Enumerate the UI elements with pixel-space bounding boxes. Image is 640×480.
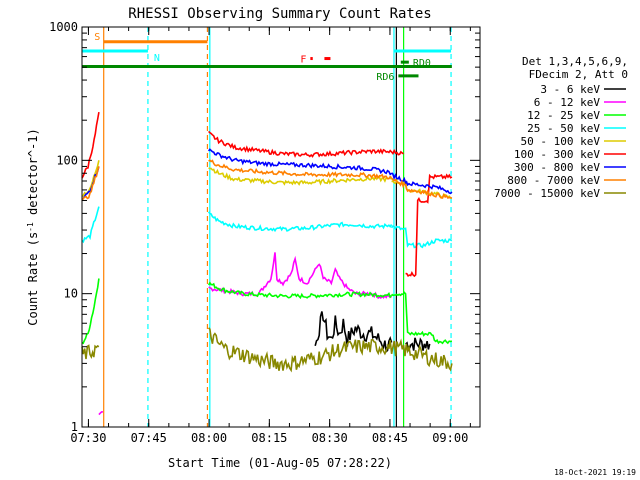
series-line-2-0	[81, 278, 100, 345]
series-line-2-2	[391, 291, 453, 345]
series-line-7-2	[390, 177, 453, 199]
plot-frame	[81, 26, 481, 428]
legend-label: 6 - 12 keV	[534, 96, 601, 109]
flag-label-rd6: RD6	[376, 72, 394, 83]
series-line-7-0	[81, 166, 100, 202]
x-tick-label: 07:45	[131, 431, 167, 445]
x-tick-label: 09:00	[432, 431, 468, 445]
legend-label: 100 - 300 keV	[514, 148, 600, 161]
series-line-4-1	[208, 167, 393, 186]
flag-label-f: F	[300, 55, 306, 66]
series-line-8-1	[208, 327, 389, 373]
x-tick-label: 08:15	[251, 431, 287, 445]
legend-label: 800 - 7000 keV	[507, 174, 600, 187]
x-tick-label: 08:45	[372, 431, 408, 445]
legend-header: Det 1,3,4,5,6,9,	[522, 55, 628, 68]
flag-label-n: N	[154, 53, 160, 64]
series-line-3-0	[81, 206, 100, 244]
series-line-3-1	[207, 211, 393, 233]
series-line-1-0	[98, 411, 103, 416]
y-tick-label: 1000	[49, 20, 78, 34]
legend-label: 300 - 800 keV	[514, 161, 600, 174]
series-line-0-1	[314, 311, 393, 354]
legend-label: 3 - 6 keV	[540, 83, 600, 96]
y-axis-label: Count Rate (s-1 detector^-1)	[26, 128, 41, 325]
plot-area: S N F RD0 RD6	[81, 27, 453, 427]
y-tick-label: 10	[64, 287, 78, 301]
legend-label: 25 - 50 keV	[527, 122, 600, 135]
flag-label-s: S	[94, 32, 100, 43]
flag-label-rd0: RD0	[413, 58, 431, 69]
series-line-8-0	[81, 344, 100, 360]
legend-label: 50 - 100 keV	[521, 135, 601, 148]
x-tick-label: 08:30	[312, 431, 348, 445]
series-line-2-1	[207, 281, 393, 300]
timestamp: 18-Oct-2021 19:19	[554, 468, 636, 477]
x-tick-label: 08:00	[191, 431, 227, 445]
axes: 07:30 07:45 08:00 08:15 08:30 08:45 09:00 1 10 10…	[49, 20, 481, 445]
legend-label: 7000 - 15000 keV	[494, 187, 600, 200]
series-line-5-1	[208, 130, 404, 158]
x-axis-label: Start Time (01-Aug-05 07:28:22)	[168, 456, 392, 470]
x-tick-label: 07:30	[70, 431, 106, 445]
series-line-5-0	[81, 111, 100, 179]
chart-title: RHESSI Observing Summary Count Rates	[128, 6, 431, 22]
series-line-5-2	[405, 173, 453, 278]
legend-label: 12 - 25 keV	[527, 109, 600, 122]
series-line-6-1	[207, 148, 393, 176]
series-line-7-1	[208, 159, 393, 180]
y-tick-label: 100	[56, 153, 78, 167]
series-line-4-0	[81, 160, 100, 198]
legend-header: FDecim 2, Att 0	[529, 68, 628, 81]
series-line-3-2	[390, 225, 453, 249]
series-line-8-2	[386, 338, 453, 372]
legend: Det 1,3,4,5,6,9,FDecim 2, Att 0 3 - 6 keV…	[494, 55, 628, 200]
y-tick-label: 1	[71, 420, 78, 434]
